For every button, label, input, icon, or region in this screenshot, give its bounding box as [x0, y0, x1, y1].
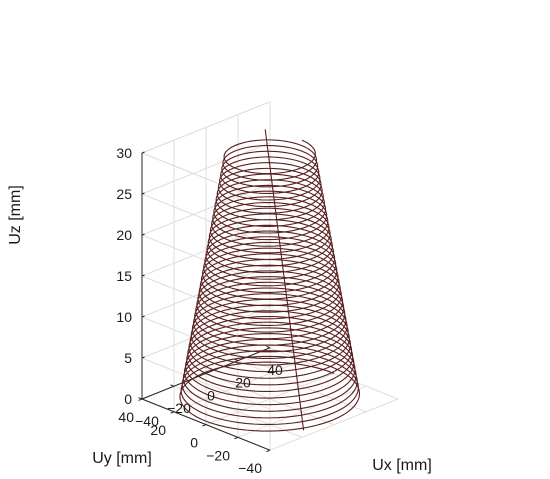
z-tick-label: 20 — [116, 227, 132, 243]
helix-line — [179, 139, 361, 432]
grid-line — [141, 193, 271, 246]
x-tick-label: −40 — [135, 413, 159, 429]
grid-line — [237, 385, 367, 438]
y-axis-label: Uy [mm] — [92, 450, 152, 467]
grid-line — [141, 357, 271, 410]
y-tick-label: 40 — [118, 409, 134, 425]
grid-line — [269, 398, 399, 451]
grid-line — [141, 152, 271, 205]
grid — [138, 101, 399, 453]
z-tick-label: 15 — [116, 268, 132, 284]
y-tick-label: −20 — [206, 447, 230, 463]
z-tick-mark — [141, 192, 145, 195]
x-tick-label: 20 — [235, 375, 251, 391]
z-tick-mark — [141, 274, 145, 277]
z-tick-mark — [141, 397, 145, 400]
y-tick-label: 20 — [150, 422, 166, 438]
z-tick-mark — [141, 151, 145, 154]
y-tick-mark — [266, 449, 271, 453]
z-tick-mark — [141, 233, 145, 236]
z-tick-label: 30 — [116, 145, 132, 161]
y-tick-label: −40 — [238, 460, 262, 476]
x-tick-mark — [170, 384, 175, 387]
z-tick-label: 5 — [124, 350, 132, 366]
x-axis-label: Ux [mm] — [372, 457, 432, 474]
grid-line — [141, 101, 271, 154]
z-tick-label: 10 — [116, 309, 132, 325]
x-tick-mark — [266, 345, 271, 349]
x-tick-label: −20 — [167, 400, 191, 416]
grid-line — [141, 316, 271, 369]
z-tick-mark — [141, 315, 145, 318]
x-tick-label: 40 — [267, 362, 283, 378]
series-helix — [179, 129, 361, 432]
z-tick-label: 0 — [124, 391, 132, 407]
y-tick-mark — [202, 424, 207, 427]
z-tick-label: 25 — [116, 186, 132, 202]
x-tick-label: 0 — [207, 387, 215, 403]
y-tick-label: 0 — [190, 435, 198, 451]
y-tick-mark — [170, 411, 175, 414]
y-tick-mark — [138, 398, 143, 401]
grid-line — [205, 372, 335, 426]
grid-line — [141, 142, 271, 195]
z-tick-mark — [141, 356, 145, 359]
seam-line — [264, 129, 305, 431]
grid-line — [173, 360, 303, 413]
y-tick-mark — [234, 436, 239, 440]
z-axis-label: Uz [mm] — [7, 185, 24, 245]
